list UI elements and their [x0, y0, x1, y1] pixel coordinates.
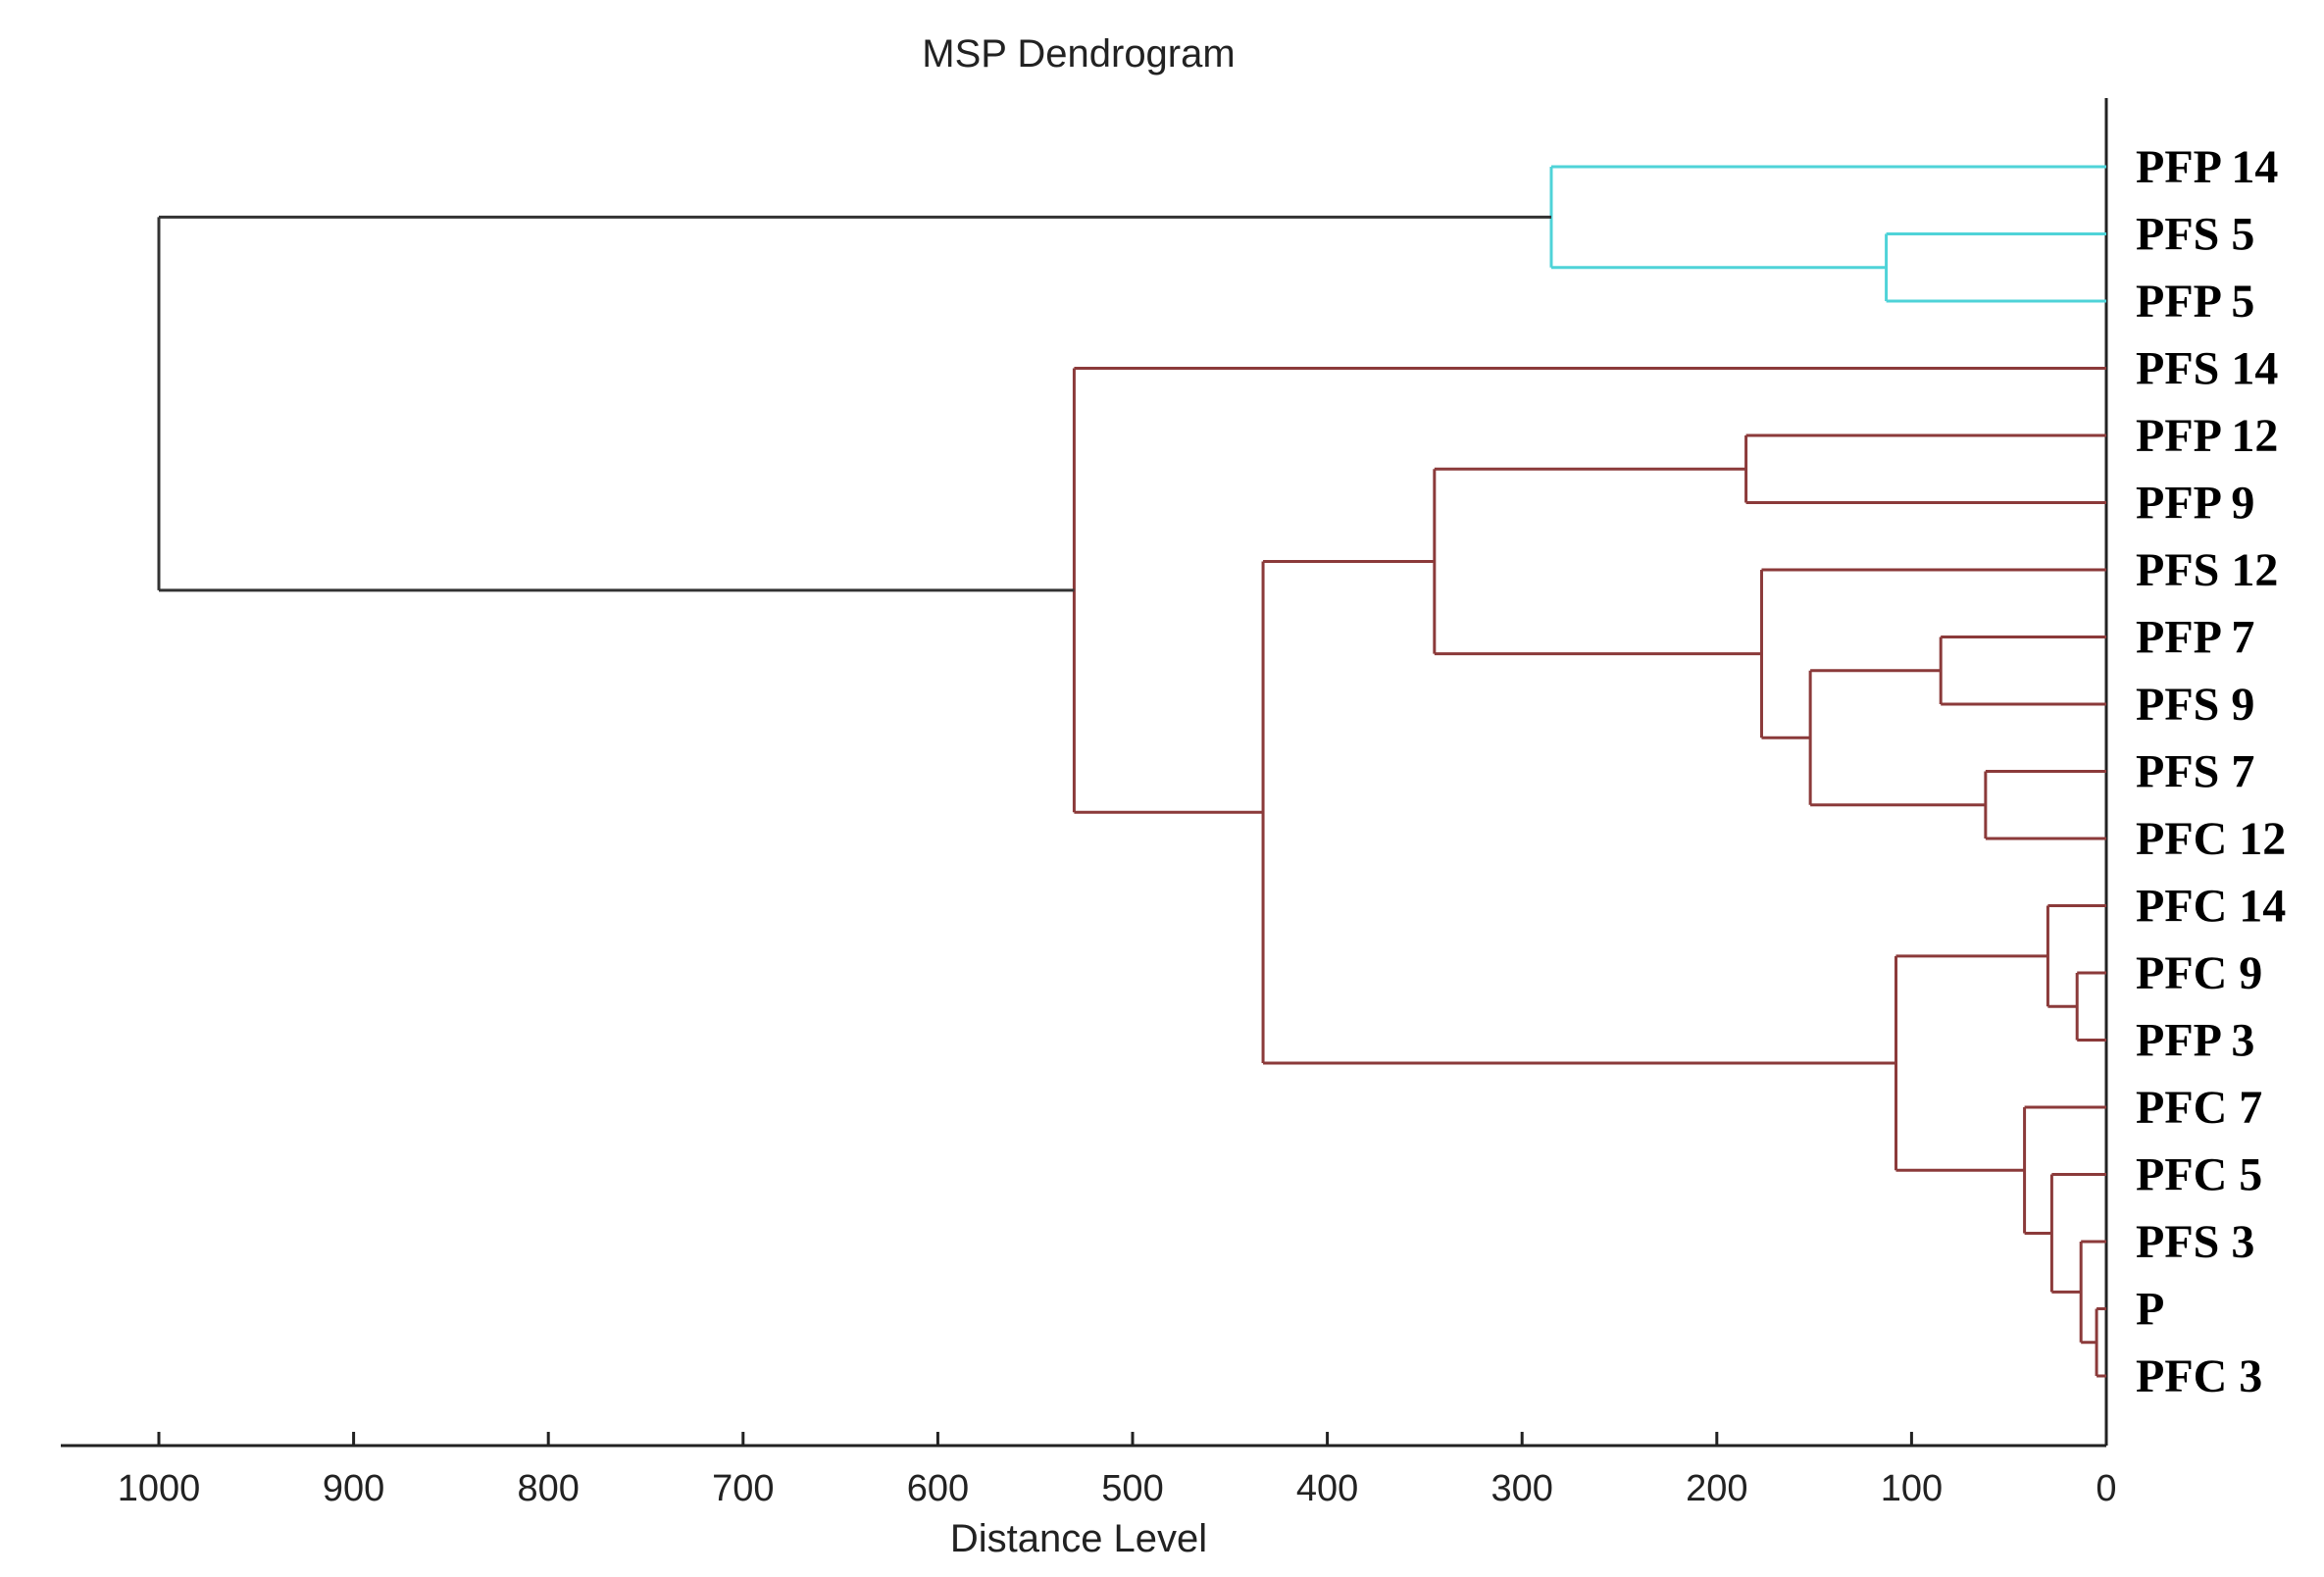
- x-tick-label: 200: [1686, 1468, 1747, 1509]
- leaf-label: PFP 12: [2136, 410, 2278, 462]
- leaf-label-layer: PFP 14 PFS 5 PFP 5 PFS 14 PFP 12 PFP 9 PFS 12 P…: [2136, 141, 2286, 1402]
- leaf-label: PFS 9: [2136, 679, 2254, 731]
- x-axis-label: Distance Level: [950, 1517, 1207, 1560]
- leaf-label: PFP 5: [2136, 276, 2254, 328]
- leaf-label: PFP 9: [2136, 478, 2254, 530]
- leaf-label: PFP 3: [2136, 1015, 2254, 1067]
- link-layer: [157, 165, 2106, 1378]
- leaf-label: PFS 14: [2136, 343, 2278, 395]
- x-tick-label: 400: [1296, 1468, 1358, 1509]
- x-tick-label: 0: [2096, 1468, 2116, 1509]
- axis-layer: 1000 900 800 700 600 500 400 300 200 100 0: [61, 98, 2117, 1509]
- chart-title: MSP Dendrogram: [922, 32, 1235, 76]
- x-tick-label: 1000: [118, 1468, 201, 1509]
- leaf-label: PFP 14: [2136, 141, 2278, 193]
- x-tick-label: 100: [1881, 1468, 1943, 1509]
- x-tick-label: 700: [712, 1468, 774, 1509]
- leaf-label: PFS 7: [2136, 746, 2254, 798]
- leaf-label: PFP 7: [2136, 612, 2254, 664]
- leaf-label: PFC 14: [2136, 881, 2286, 933]
- x-tick-label: 800: [517, 1468, 579, 1509]
- leaf-label: PFC 5: [2136, 1149, 2262, 1201]
- leaf-label: PFC 7: [2136, 1082, 2262, 1134]
- leaf-label: PFC 9: [2136, 947, 2262, 999]
- leaf-label: PFC 3: [2136, 1350, 2262, 1402]
- leaf-label: P: [2136, 1284, 2164, 1336]
- x-tick-label: 300: [1490, 1468, 1552, 1509]
- leaf-label: PFS 12: [2136, 544, 2278, 596]
- x-tick-label: 900: [323, 1468, 384, 1509]
- leaf-label: PFS 5: [2136, 209, 2254, 261]
- leaf-label: PFC 12: [2136, 813, 2286, 865]
- leaf-label: PFS 3: [2136, 1216, 2254, 1268]
- x-tick-label: 600: [907, 1468, 969, 1509]
- x-tick-label: 500: [1101, 1468, 1163, 1509]
